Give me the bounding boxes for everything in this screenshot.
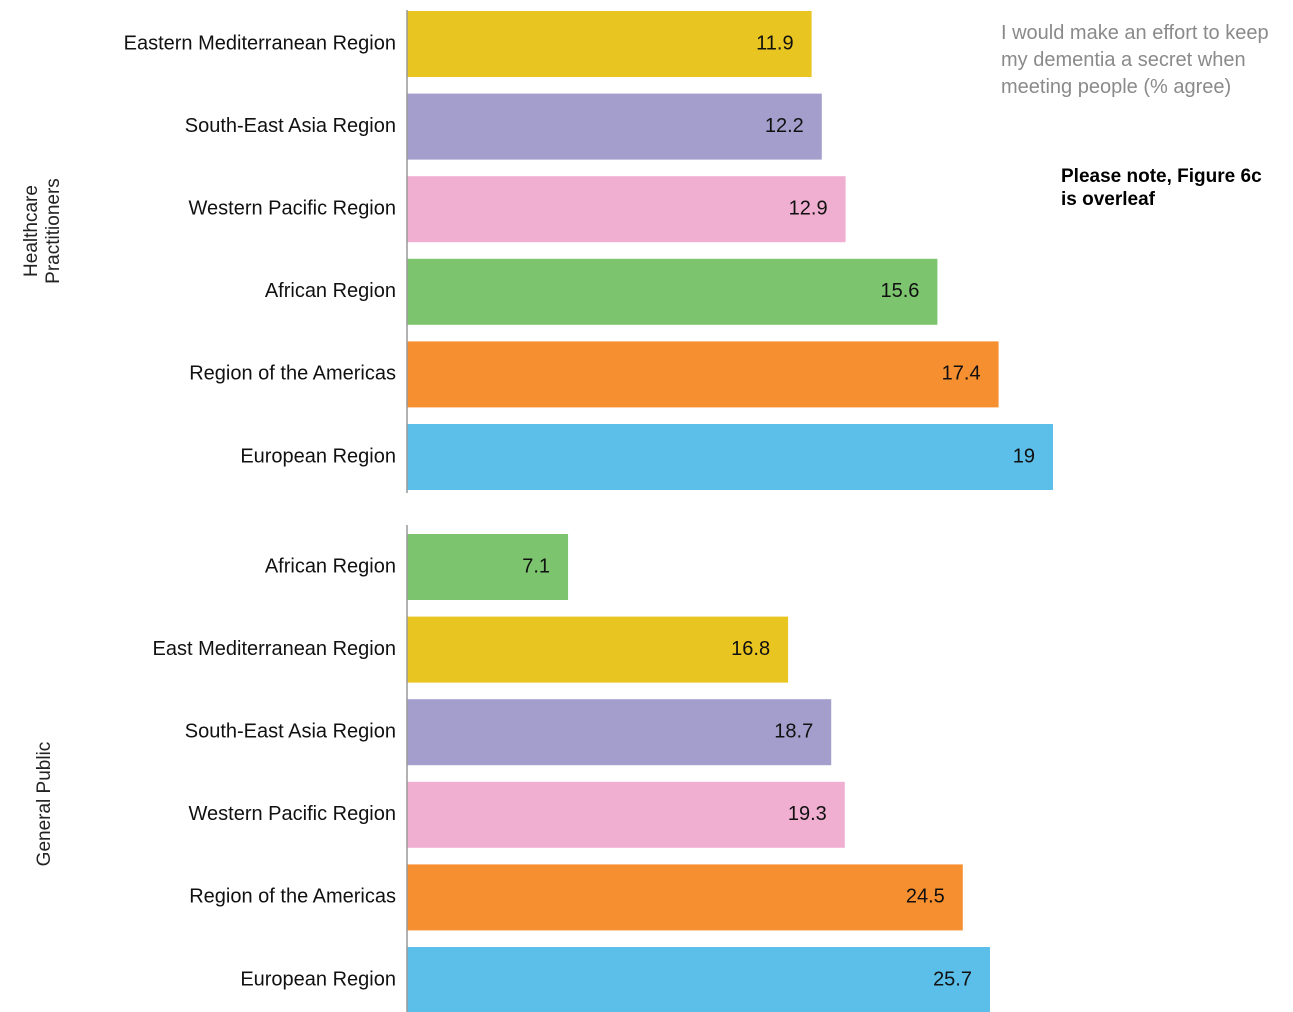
category-label: East Mediterranean Region xyxy=(153,638,396,660)
value-label: 15.6 xyxy=(880,280,919,302)
value-label: 12.9 xyxy=(789,197,828,219)
category-label: South-East Asia Region xyxy=(185,115,396,137)
category-label: Western Pacific Region xyxy=(189,197,397,219)
bar xyxy=(407,699,832,766)
category-label: European Region xyxy=(240,445,396,467)
bar xyxy=(407,424,1053,490)
bar xyxy=(407,93,822,160)
bar xyxy=(407,11,812,77)
bar xyxy=(407,616,789,683)
bar xyxy=(407,258,938,325)
value-label: 16.8 xyxy=(731,638,770,660)
value-label: 24.5 xyxy=(906,886,945,908)
category-label: African Region xyxy=(265,280,396,302)
bar xyxy=(407,176,846,243)
bar xyxy=(407,947,990,1012)
category-label: Western Pacific Region xyxy=(189,803,397,825)
question-annotation: I would make an effort to keep my dement… xyxy=(1001,22,1269,98)
group-label: General Public xyxy=(34,741,55,866)
category-label: African Region xyxy=(265,555,396,577)
value-label: 19.3 xyxy=(788,803,827,825)
value-label: 19 xyxy=(1013,445,1035,467)
category-label: Region of the Americas xyxy=(189,886,396,908)
value-label: 7.1 xyxy=(522,555,550,577)
value-label: 11.9 xyxy=(756,32,793,54)
bar xyxy=(407,864,963,931)
category-label: Region of the Americas xyxy=(189,363,396,385)
value-label: 18.7 xyxy=(774,720,813,742)
group-label: Healthcare Practitioners xyxy=(21,177,64,284)
value-label: 12.2 xyxy=(765,115,804,137)
bar xyxy=(407,781,845,848)
note-annotation: Please note, Figure 6c is overleaf xyxy=(1061,166,1262,210)
category-label: European Region xyxy=(240,968,396,990)
value-label: 17.4 xyxy=(942,363,981,385)
value-label: 25.7 xyxy=(933,968,972,990)
category-label: South-East Asia Region xyxy=(185,720,396,742)
category-label: Eastern Mediterranean Region xyxy=(124,32,396,54)
bar xyxy=(407,341,999,408)
bar xyxy=(407,534,569,600)
